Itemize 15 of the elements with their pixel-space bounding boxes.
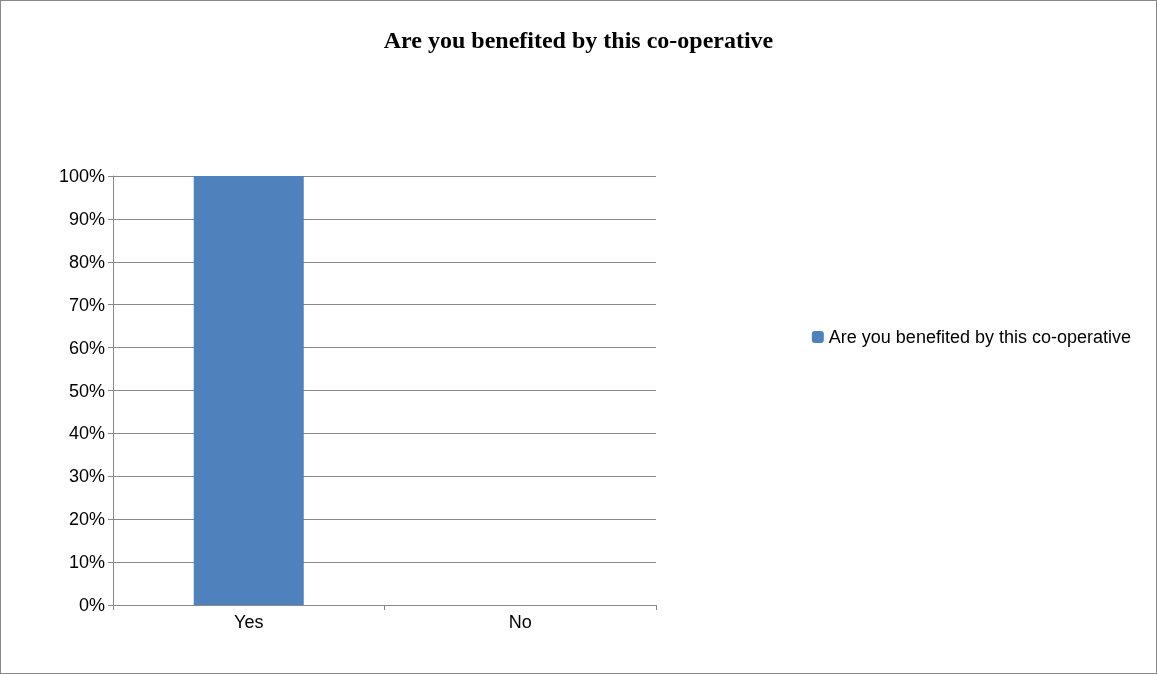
y-tick-label: 60% — [68, 337, 105, 358]
y-tick-label: 80% — [68, 251, 105, 272]
x-tick-label: Yes — [234, 612, 264, 632]
y-tick-label: 40% — [68, 423, 105, 444]
y-tick-label: 30% — [68, 466, 105, 487]
x-tick-label: No — [508, 612, 532, 632]
y-tick-label: 10% — [68, 552, 105, 573]
y-tick-label: 90% — [68, 208, 105, 229]
y-tick-label: 20% — [68, 509, 105, 530]
y-tick-label: 50% — [68, 380, 105, 401]
y-tick-label: 0% — [78, 595, 105, 615]
chart-title: Are you benefited by this co-operative — [383, 27, 774, 53]
y-tick-label: 70% — [68, 294, 105, 315]
legend-label: Are you benefited by this co-operative — [828, 327, 1132, 347]
y-tick-label: 100% — [58, 166, 105, 186]
